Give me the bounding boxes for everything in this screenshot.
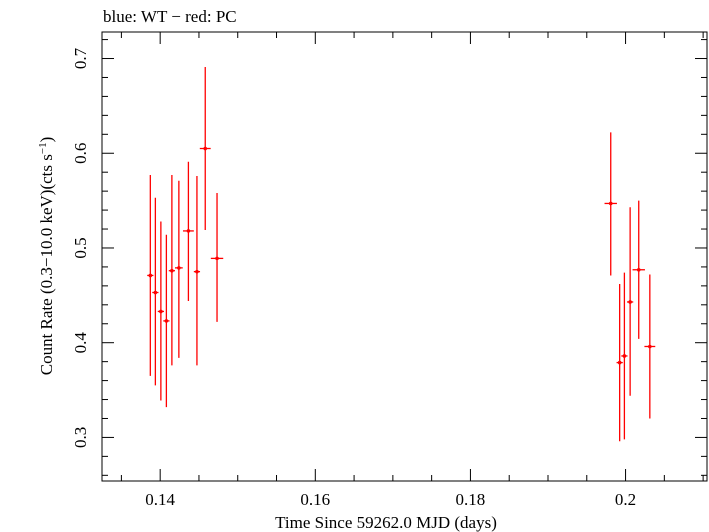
plot-frame [101,31,708,482]
y-tick-label: 0.3 [71,427,90,448]
y-tick-label: 0.5 [71,237,90,258]
point-marker [164,319,169,323]
y-axis-ticks: 0.3 0.4 0.5 0.6 0.7 [71,39,707,476]
data-point [627,207,634,396]
y-tick-label: 0.7 [71,47,90,69]
y-tick-label: 0.4 [71,332,90,354]
point-marker [622,354,627,358]
data-point [157,221,164,401]
data-series [147,67,656,442]
data-point [604,132,617,276]
point-marker [148,273,153,278]
x-tick-label: 0.2 [615,490,636,509]
point-marker [195,269,199,274]
x-tick-label: 0.16 [300,490,330,509]
x-tick-label: 0.18 [456,490,486,509]
data-point [210,193,224,322]
chart-title: blue: WT − red: PC [103,7,237,26]
point-marker [608,201,613,206]
data-point [163,234,170,408]
data-point [644,274,656,419]
series-pc [147,67,656,442]
data-point [168,175,175,366]
data-point [174,180,183,358]
y-tick-label: 0.6 [71,143,90,164]
point-marker [628,300,632,304]
point-marker [215,256,219,261]
x-tick-label: 0.14 [145,490,175,509]
data-point [632,200,645,339]
y-axis-label-main: Count Rate (0.3−10.0 keV)(cts s [37,154,56,375]
data-point [616,283,623,442]
y-axis-label-superscript: −1 [37,142,49,154]
point-marker [186,229,191,233]
point-marker [617,360,622,365]
data-point [193,175,201,366]
point-marker [170,268,174,273]
point-marker [177,266,181,270]
data-point [182,161,194,302]
data-point [152,197,159,386]
data-point [147,175,154,376]
point-marker [203,146,208,151]
point-marker [636,267,641,272]
point-marker [159,309,163,314]
data-point [199,67,211,230]
x-axis-label: Time Since 59262.0 MJD (days) [275,513,497,532]
y-axis-label: Count Rate (0.3−10.0 keV)(cts s−1) [37,137,56,376]
point-marker [153,290,158,295]
y-axis-label-close: ) [37,137,56,143]
data-point [621,272,628,440]
point-marker [648,344,652,349]
x-axis-ticks: 0.14 0.16 0.18 0.2 [120,32,704,509]
